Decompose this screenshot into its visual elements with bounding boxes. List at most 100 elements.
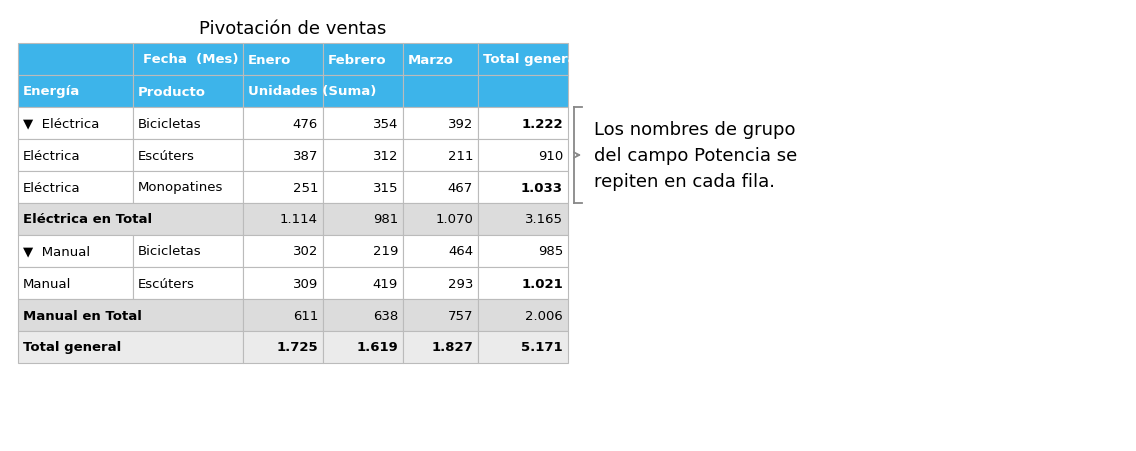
Text: 1.114: 1.114 — [279, 213, 318, 226]
Bar — [243, 172, 323, 203]
Bar — [403, 235, 478, 267]
Text: Manual: Manual — [23, 277, 72, 290]
Text: Escúters: Escúters — [137, 277, 195, 290]
Bar — [403, 108, 478, 140]
Text: ▼  Manual: ▼ Manual — [23, 245, 90, 258]
Text: 464: 464 — [448, 245, 473, 258]
Text: Pivotación de ventas: Pivotación de ventas — [199, 20, 386, 38]
Text: Energía: Energía — [23, 85, 81, 98]
Bar — [323, 299, 403, 331]
Text: 312: 312 — [373, 149, 398, 162]
Text: Escúters: Escúters — [137, 149, 195, 162]
Text: 251: 251 — [292, 181, 318, 194]
Bar — [133, 267, 243, 299]
Text: 419: 419 — [373, 277, 398, 290]
Bar — [133, 140, 243, 172]
Bar — [323, 172, 403, 203]
Bar — [403, 172, 478, 203]
Text: ▼  Eléctrica: ▼ Eléctrica — [23, 117, 99, 130]
Bar — [478, 172, 568, 203]
Text: 392: 392 — [448, 117, 473, 130]
Bar — [478, 203, 568, 235]
Bar — [478, 76, 568, 108]
Text: 467: 467 — [448, 181, 473, 194]
Bar — [243, 299, 323, 331]
Bar — [18, 203, 243, 235]
Bar — [403, 76, 478, 108]
Bar — [323, 267, 403, 299]
Bar — [403, 299, 478, 331]
Text: Febrero: Febrero — [328, 53, 386, 66]
Bar — [403, 267, 478, 299]
Text: Monopatines: Monopatines — [137, 181, 224, 194]
Bar — [18, 76, 133, 108]
Text: 1.222: 1.222 — [521, 117, 563, 130]
Text: Unidades (Suma): Unidades (Suma) — [248, 85, 376, 98]
Bar — [478, 235, 568, 267]
Bar — [323, 203, 403, 235]
Text: Producto: Producto — [137, 85, 206, 98]
Bar — [323, 140, 403, 172]
Bar — [478, 299, 568, 331]
Bar — [18, 331, 243, 363]
Text: 1.619: 1.619 — [357, 341, 398, 354]
Text: Los nombres de grupo
del campo Potencia se
repiten en cada fila.: Los nombres de grupo del campo Potencia … — [594, 120, 797, 191]
Text: 302: 302 — [293, 245, 318, 258]
Bar — [478, 108, 568, 140]
Text: 315: 315 — [373, 181, 398, 194]
Text: 387: 387 — [293, 149, 318, 162]
Bar — [18, 235, 133, 267]
Bar — [243, 44, 323, 76]
Text: 985: 985 — [537, 245, 563, 258]
Text: 910: 910 — [537, 149, 563, 162]
Text: 293: 293 — [448, 277, 473, 290]
Text: 354: 354 — [373, 117, 398, 130]
Bar — [478, 44, 568, 76]
Bar — [478, 331, 568, 363]
Bar — [18, 44, 133, 76]
Text: Marzo: Marzo — [408, 53, 454, 66]
Text: 757: 757 — [448, 309, 473, 322]
Bar — [18, 172, 133, 203]
Text: 219: 219 — [373, 245, 398, 258]
Text: 3.165: 3.165 — [525, 213, 563, 226]
Text: 611: 611 — [293, 309, 318, 322]
Bar — [403, 331, 478, 363]
Bar — [323, 331, 403, 363]
Text: Bicicletas: Bicicletas — [137, 117, 201, 130]
Bar — [243, 108, 323, 140]
Bar — [403, 140, 478, 172]
Text: 1.070: 1.070 — [435, 213, 473, 226]
Text: Total general: Total general — [23, 341, 122, 354]
Bar — [18, 267, 133, 299]
Bar — [133, 76, 243, 108]
Text: 5.171: 5.171 — [521, 341, 563, 354]
Bar — [323, 235, 403, 267]
Text: Eléctrica: Eléctrica — [23, 149, 81, 162]
Text: 211: 211 — [448, 149, 473, 162]
Bar — [18, 299, 243, 331]
Text: 476: 476 — [293, 117, 318, 130]
Bar — [243, 331, 323, 363]
Text: Eléctrica en Total: Eléctrica en Total — [23, 213, 152, 226]
Bar — [243, 235, 323, 267]
Text: 1.725: 1.725 — [276, 341, 318, 354]
Text: Enero: Enero — [248, 53, 291, 66]
Text: Bicicletas: Bicicletas — [137, 245, 201, 258]
Bar — [18, 140, 133, 172]
Bar — [243, 203, 323, 235]
Bar — [133, 235, 243, 267]
Bar — [323, 108, 403, 140]
Text: Manual en Total: Manual en Total — [23, 309, 142, 322]
Bar — [403, 203, 478, 235]
Bar — [323, 76, 403, 108]
Bar — [133, 108, 243, 140]
Bar — [478, 140, 568, 172]
Bar — [18, 108, 133, 140]
Bar — [133, 44, 243, 76]
Text: 309: 309 — [293, 277, 318, 290]
Text: Eléctrica: Eléctrica — [23, 181, 81, 194]
Text: Fecha  (Mes): Fecha (Mes) — [142, 53, 239, 66]
Bar — [478, 267, 568, 299]
Bar — [243, 267, 323, 299]
